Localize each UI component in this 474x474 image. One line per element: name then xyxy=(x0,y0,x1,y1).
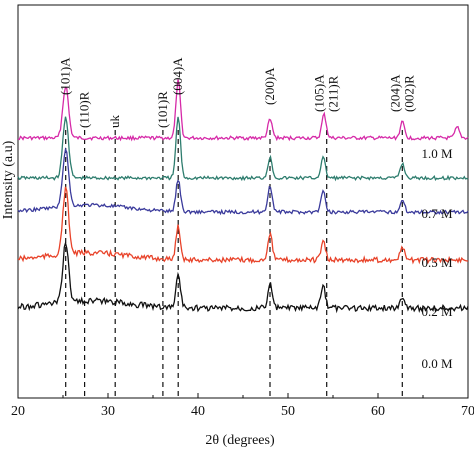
series-labels: 1.0 M 0.7 M 0.5 M 0.2 M 0.0 M xyxy=(421,146,453,371)
series-line xyxy=(17,116,469,182)
series-line xyxy=(17,240,469,314)
x-tick-label: 50 xyxy=(281,404,295,419)
peak-labels: (101)A(110)R uk (101)R(004)A (200)A (105)A (2… xyxy=(58,57,417,128)
series-layer xyxy=(17,79,469,314)
peak-label: (101)R xyxy=(155,91,170,128)
peak-label: (101)A xyxy=(58,57,73,95)
x-tick-label: 40 xyxy=(191,404,205,419)
x-axis-title: 2θ (degrees) xyxy=(205,433,275,448)
series-label: 0.7 M xyxy=(421,206,453,221)
series-label: 0.5 M xyxy=(421,255,453,270)
peak-label: (211)R xyxy=(326,75,341,112)
x-tick-label: 60 xyxy=(371,404,385,419)
x-tick-label: 20 xyxy=(11,404,25,419)
peak-label: uk xyxy=(107,115,122,129)
peak-label: (204)A xyxy=(387,74,402,112)
plot-area xyxy=(17,4,469,399)
series-line xyxy=(17,186,469,265)
plot-frame xyxy=(17,4,469,399)
peak-label: (004)A xyxy=(170,57,185,95)
series-line xyxy=(17,147,469,216)
peak-label: (110)R xyxy=(77,91,92,128)
peak-label: (105)A xyxy=(312,74,327,112)
y-axis-title: Intensity (a.u) xyxy=(1,140,16,219)
x-axis-ticks: 20 30 40 50 60 70 xyxy=(11,393,474,419)
x-tick-label: 70 xyxy=(461,404,474,419)
series-label: 1.0 M xyxy=(421,146,453,161)
reference-lines xyxy=(65,130,403,398)
series-line xyxy=(17,79,469,142)
peak-label: (200)A xyxy=(262,67,277,105)
x-tick-label: 30 xyxy=(101,404,115,419)
peak-label: (002)R xyxy=(401,75,416,112)
series-label: 0.0 M xyxy=(421,356,453,371)
series-label: 0.2 M xyxy=(421,304,453,319)
